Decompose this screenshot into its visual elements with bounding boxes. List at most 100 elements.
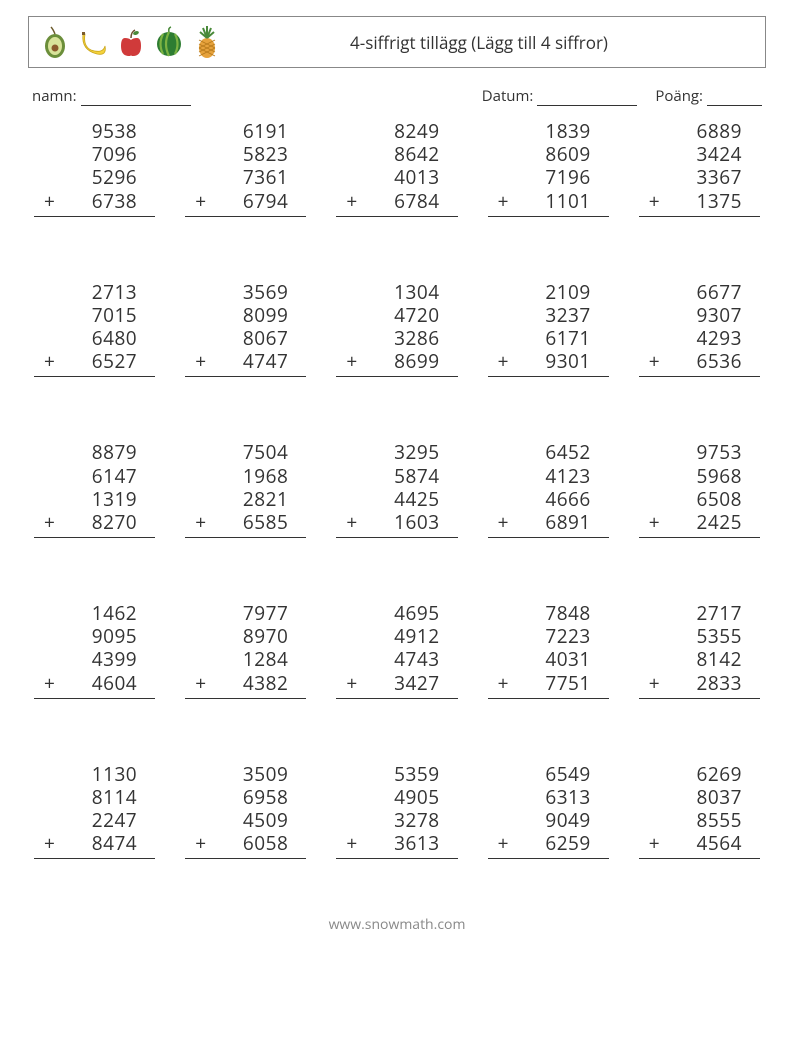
answer-space	[488, 538, 609, 560]
operator: +	[195, 350, 206, 373]
addend-line: 6889	[639, 120, 760, 143]
addition-problem: 784872234031+7751	[488, 602, 609, 721]
addition-problem: 667793074293+6536	[639, 281, 760, 400]
last-addend-line: +7751	[488, 672, 609, 699]
last-addend-line: +1375	[639, 190, 760, 217]
addend-line: 4425	[336, 488, 457, 511]
pineapple-icon	[191, 24, 223, 60]
answer-space	[34, 859, 155, 881]
last-addend-line: +4747	[185, 350, 306, 377]
addend-line: 1319	[34, 488, 155, 511]
operator: +	[195, 832, 206, 855]
addition-problem: 210932376171+9301	[488, 281, 609, 400]
addend-line: 7196	[488, 166, 609, 189]
addition-problem: 356980998067+4747	[185, 281, 306, 400]
meta-row: namn: Datum: Poäng:	[32, 86, 762, 106]
addend-line: 2821	[185, 488, 306, 511]
operator: +	[44, 672, 55, 695]
operator: +	[44, 511, 55, 534]
addend-line: 5823	[185, 143, 306, 166]
operator: +	[649, 511, 660, 534]
last-addend-line: +6527	[34, 350, 155, 377]
addition-problem: 953870965296+6738	[34, 120, 155, 239]
addend-line: 8609	[488, 143, 609, 166]
answer-space	[488, 699, 609, 721]
addend-line: 9307	[639, 304, 760, 327]
answer-space	[185, 217, 306, 239]
last-addend-line: +9301	[488, 350, 609, 377]
addend-line: 3295	[336, 441, 457, 464]
last-addend-line: +6585	[185, 511, 306, 538]
addition-problem: 271370156480+6527	[34, 281, 155, 400]
operator: +	[498, 511, 509, 534]
answer-space	[185, 699, 306, 721]
last-addend-line: +1101	[488, 190, 609, 217]
last-addend-line: +4382	[185, 672, 306, 699]
last-addend-line: +2425	[639, 511, 760, 538]
operator: +	[346, 190, 357, 213]
answer-space	[34, 538, 155, 560]
addend-line: 5359	[336, 763, 457, 786]
last-addend-line: +2833	[639, 672, 760, 699]
addend-line: 8555	[639, 809, 760, 832]
addend-line: 4720	[336, 304, 457, 327]
addend-line: 1304	[336, 281, 457, 304]
addition-problem: 130447203286+8699	[336, 281, 457, 400]
addend-line: 7848	[488, 602, 609, 625]
addition-problem: 975359686508+2425	[639, 441, 760, 560]
addition-problem: 329558744425+1603	[336, 441, 457, 560]
operator: +	[346, 832, 357, 855]
name-blank-line	[81, 90, 191, 106]
operator: +	[346, 511, 357, 534]
operator: +	[195, 190, 206, 213]
last-addend-line: +6891	[488, 511, 609, 538]
operator: +	[498, 672, 509, 695]
addend-line: 6313	[488, 786, 609, 809]
addend-line: 6452	[488, 441, 609, 464]
addend-line: 7504	[185, 441, 306, 464]
addend-line: 6677	[639, 281, 760, 304]
addend-line: 3237	[488, 304, 609, 327]
operator: +	[346, 350, 357, 373]
answer-space	[488, 217, 609, 239]
operator: +	[498, 832, 509, 855]
addend-line: 6171	[488, 327, 609, 350]
operator: +	[649, 190, 660, 213]
addend-line: 4123	[488, 465, 609, 488]
last-addend-line: +4604	[34, 672, 155, 699]
addend-line: 7223	[488, 625, 609, 648]
operator: +	[195, 672, 206, 695]
addition-problem: 797789701284+4382	[185, 602, 306, 721]
last-addend-line: +8699	[336, 350, 457, 377]
operator: +	[346, 672, 357, 695]
addend-line: 8142	[639, 648, 760, 671]
addend-line: 9753	[639, 441, 760, 464]
last-addend-line: +4564	[639, 832, 760, 859]
answer-space	[488, 377, 609, 399]
addend-line: 4399	[34, 648, 155, 671]
answer-space	[336, 217, 457, 239]
last-addend-line: +1603	[336, 511, 457, 538]
last-addend-line: +6794	[185, 190, 306, 217]
addend-line: 1130	[34, 763, 155, 786]
answer-space	[336, 859, 457, 881]
name-field: namn:	[32, 86, 191, 106]
last-addend-line: +6536	[639, 350, 760, 377]
operator: +	[649, 350, 660, 373]
addend-line: 2713	[34, 281, 155, 304]
addend-line: 3509	[185, 763, 306, 786]
addition-problem: 469549124743+3427	[336, 602, 457, 721]
answer-space	[639, 538, 760, 560]
addition-problem: 750419682821+6585	[185, 441, 306, 560]
addend-line: 4905	[336, 786, 457, 809]
last-addend-line: +3613	[336, 832, 457, 859]
problems-grid: 953870965296+6738619158237361+6794824986…	[28, 120, 766, 881]
addend-line: 1839	[488, 120, 609, 143]
addition-problem: 271753558142+2833	[639, 602, 760, 721]
operator: +	[649, 672, 660, 695]
addend-line: 1968	[185, 465, 306, 488]
addend-line: 7096	[34, 143, 155, 166]
last-addend-line: +6784	[336, 190, 457, 217]
addend-line: 2717	[639, 602, 760, 625]
addend-line: 9095	[34, 625, 155, 648]
